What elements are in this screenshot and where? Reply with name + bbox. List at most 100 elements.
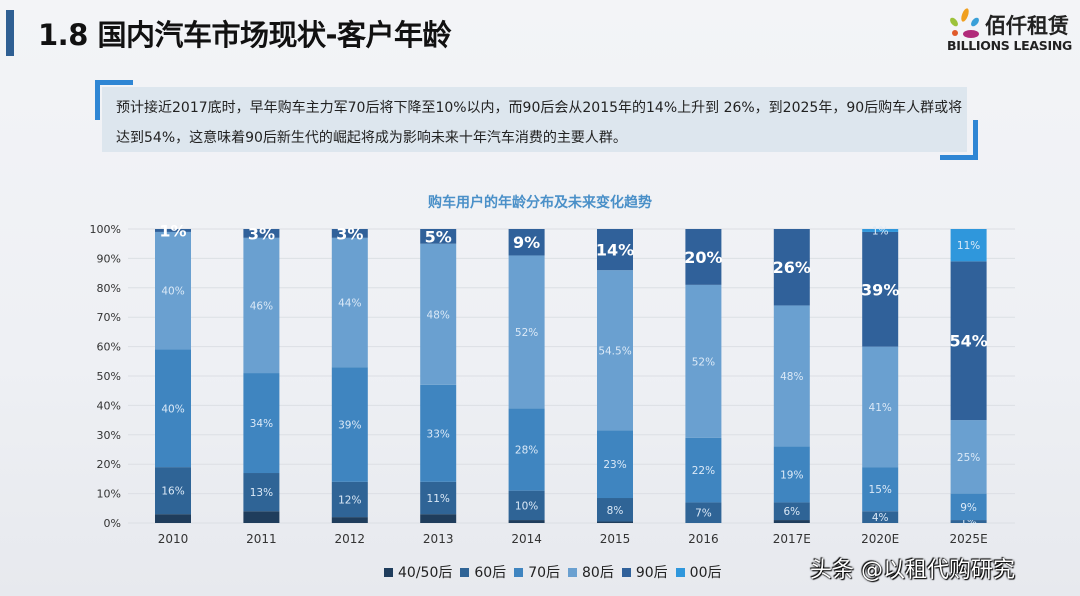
legend-label: 70后 [528,565,561,581]
bar-segment [508,255,545,409]
bar-segment [331,229,368,238]
data-label: 52% [692,356,715,368]
data-label: 16% [161,486,184,498]
legend-swatch [675,567,685,577]
summary-note: 预计接近2017底时，早年购车主力军70后将下降至10%以内，而90后会从201… [102,87,967,152]
bar-segment [773,520,810,523]
legend-item: 80后 [568,562,614,582]
legend-label: 00后 [689,565,722,581]
data-label: 7% [695,508,712,520]
data-label: 5% [425,227,452,246]
bar-segment [420,243,457,385]
logo-text-en: BILLIONS LEASING [947,38,1072,53]
bar-segment [331,237,368,368]
legend-item: 70后 [514,562,560,582]
data-label: 14% [596,241,634,260]
data-label: 48% [427,309,450,321]
x-tick-label: 2014 [511,532,542,546]
bar-segment [508,520,545,523]
data-label: 22% [692,465,715,477]
note-corner-bracket [940,120,978,160]
data-label: 3% [336,224,363,243]
bar-segment [243,473,280,512]
data-label: 15% [869,484,892,496]
bar-segment [155,467,191,515]
y-tick-label: 60% [97,341,121,354]
bar-segment [950,520,987,523]
data-label: 39% [861,280,899,299]
x-tick-label: 2013 [423,532,454,546]
data-label: 4% [872,512,889,524]
bar-segment [597,270,633,431]
legend-swatch [384,567,393,577]
bar-segment [773,305,810,447]
chart-title: 购车用户的年龄分布及未来变化趋势 [428,195,652,211]
data-label: 8% [607,505,624,517]
x-tick-label: 2017E [773,532,811,546]
bar-segment [862,467,899,512]
y-tick-label: 100% [90,223,121,236]
legend-item: 90后 [621,562,668,582]
legend-item: 00后 [675,562,722,582]
data-label: 1% [872,225,889,237]
bar-segment [685,229,722,285]
legend-swatch [568,567,578,577]
legend-label: 90后 [635,565,668,581]
data-label: 1% [159,221,186,240]
legend-item: 40/50后 [384,562,452,582]
data-label: 3% [248,224,275,243]
data-label: 54.5% [598,345,631,357]
logo-petals-icon [950,8,979,38]
chart-legend: 40/50后 60后 70后 80后 90后 00后 [384,562,722,582]
x-tick-label: 2025E [950,532,988,546]
bar-segment [420,229,457,244]
data-label: 23% [603,459,626,471]
legend-label: 60后 [474,565,507,581]
y-tick-label: 40% [97,399,121,412]
bar-segment [862,511,899,523]
y-tick-label: 20% [97,458,121,471]
bar-segment [950,261,987,421]
bar-segment [685,437,722,503]
bar-segment [685,284,722,438]
legend-swatch [514,567,524,577]
bar-segment [155,229,191,232]
bar-segment [508,408,545,491]
x-tick-label: 2011 [246,532,277,546]
watermark: 头条 @以租代购研究 [810,558,1015,583]
bar-segment [950,493,987,521]
data-label: 41% [869,402,892,414]
bar-segment [597,430,633,499]
data-label: 9% [513,233,540,252]
legend-label: 80后 [582,565,614,581]
y-tick-label: 0% [104,517,121,530]
bar-segment [597,521,633,523]
legend-swatch [460,567,470,577]
bar-segment [773,502,810,521]
data-label: 34% [250,418,273,430]
data-label: 11% [957,240,980,252]
bar-segment [155,231,191,350]
data-label: 52% [515,327,538,339]
legend-swatch [621,567,631,577]
bar-segment [950,229,987,262]
x-tick-label: 2010 [158,532,189,546]
x-tick-label: 2016 [688,532,719,546]
bar-segment [508,229,545,256]
data-label: 12% [338,494,361,506]
bar-segment [420,514,457,523]
page-title: 1.8 国内汽车市场现状-客户年龄 [38,18,452,52]
bar-segment [243,373,280,474]
bar-segment [331,517,368,523]
x-tick-label: 2020E [861,532,899,546]
data-label: 6% [783,506,800,518]
bar-segment [508,490,545,521]
bar-segment [243,511,280,523]
x-tick-label: 2015 [600,532,631,546]
data-label: 19% [780,469,803,481]
data-label: 11% [427,493,450,505]
bar-segment [685,502,722,523]
data-label: 39% [338,420,361,432]
data-label: 26% [773,258,811,277]
data-label: 13% [250,487,273,499]
